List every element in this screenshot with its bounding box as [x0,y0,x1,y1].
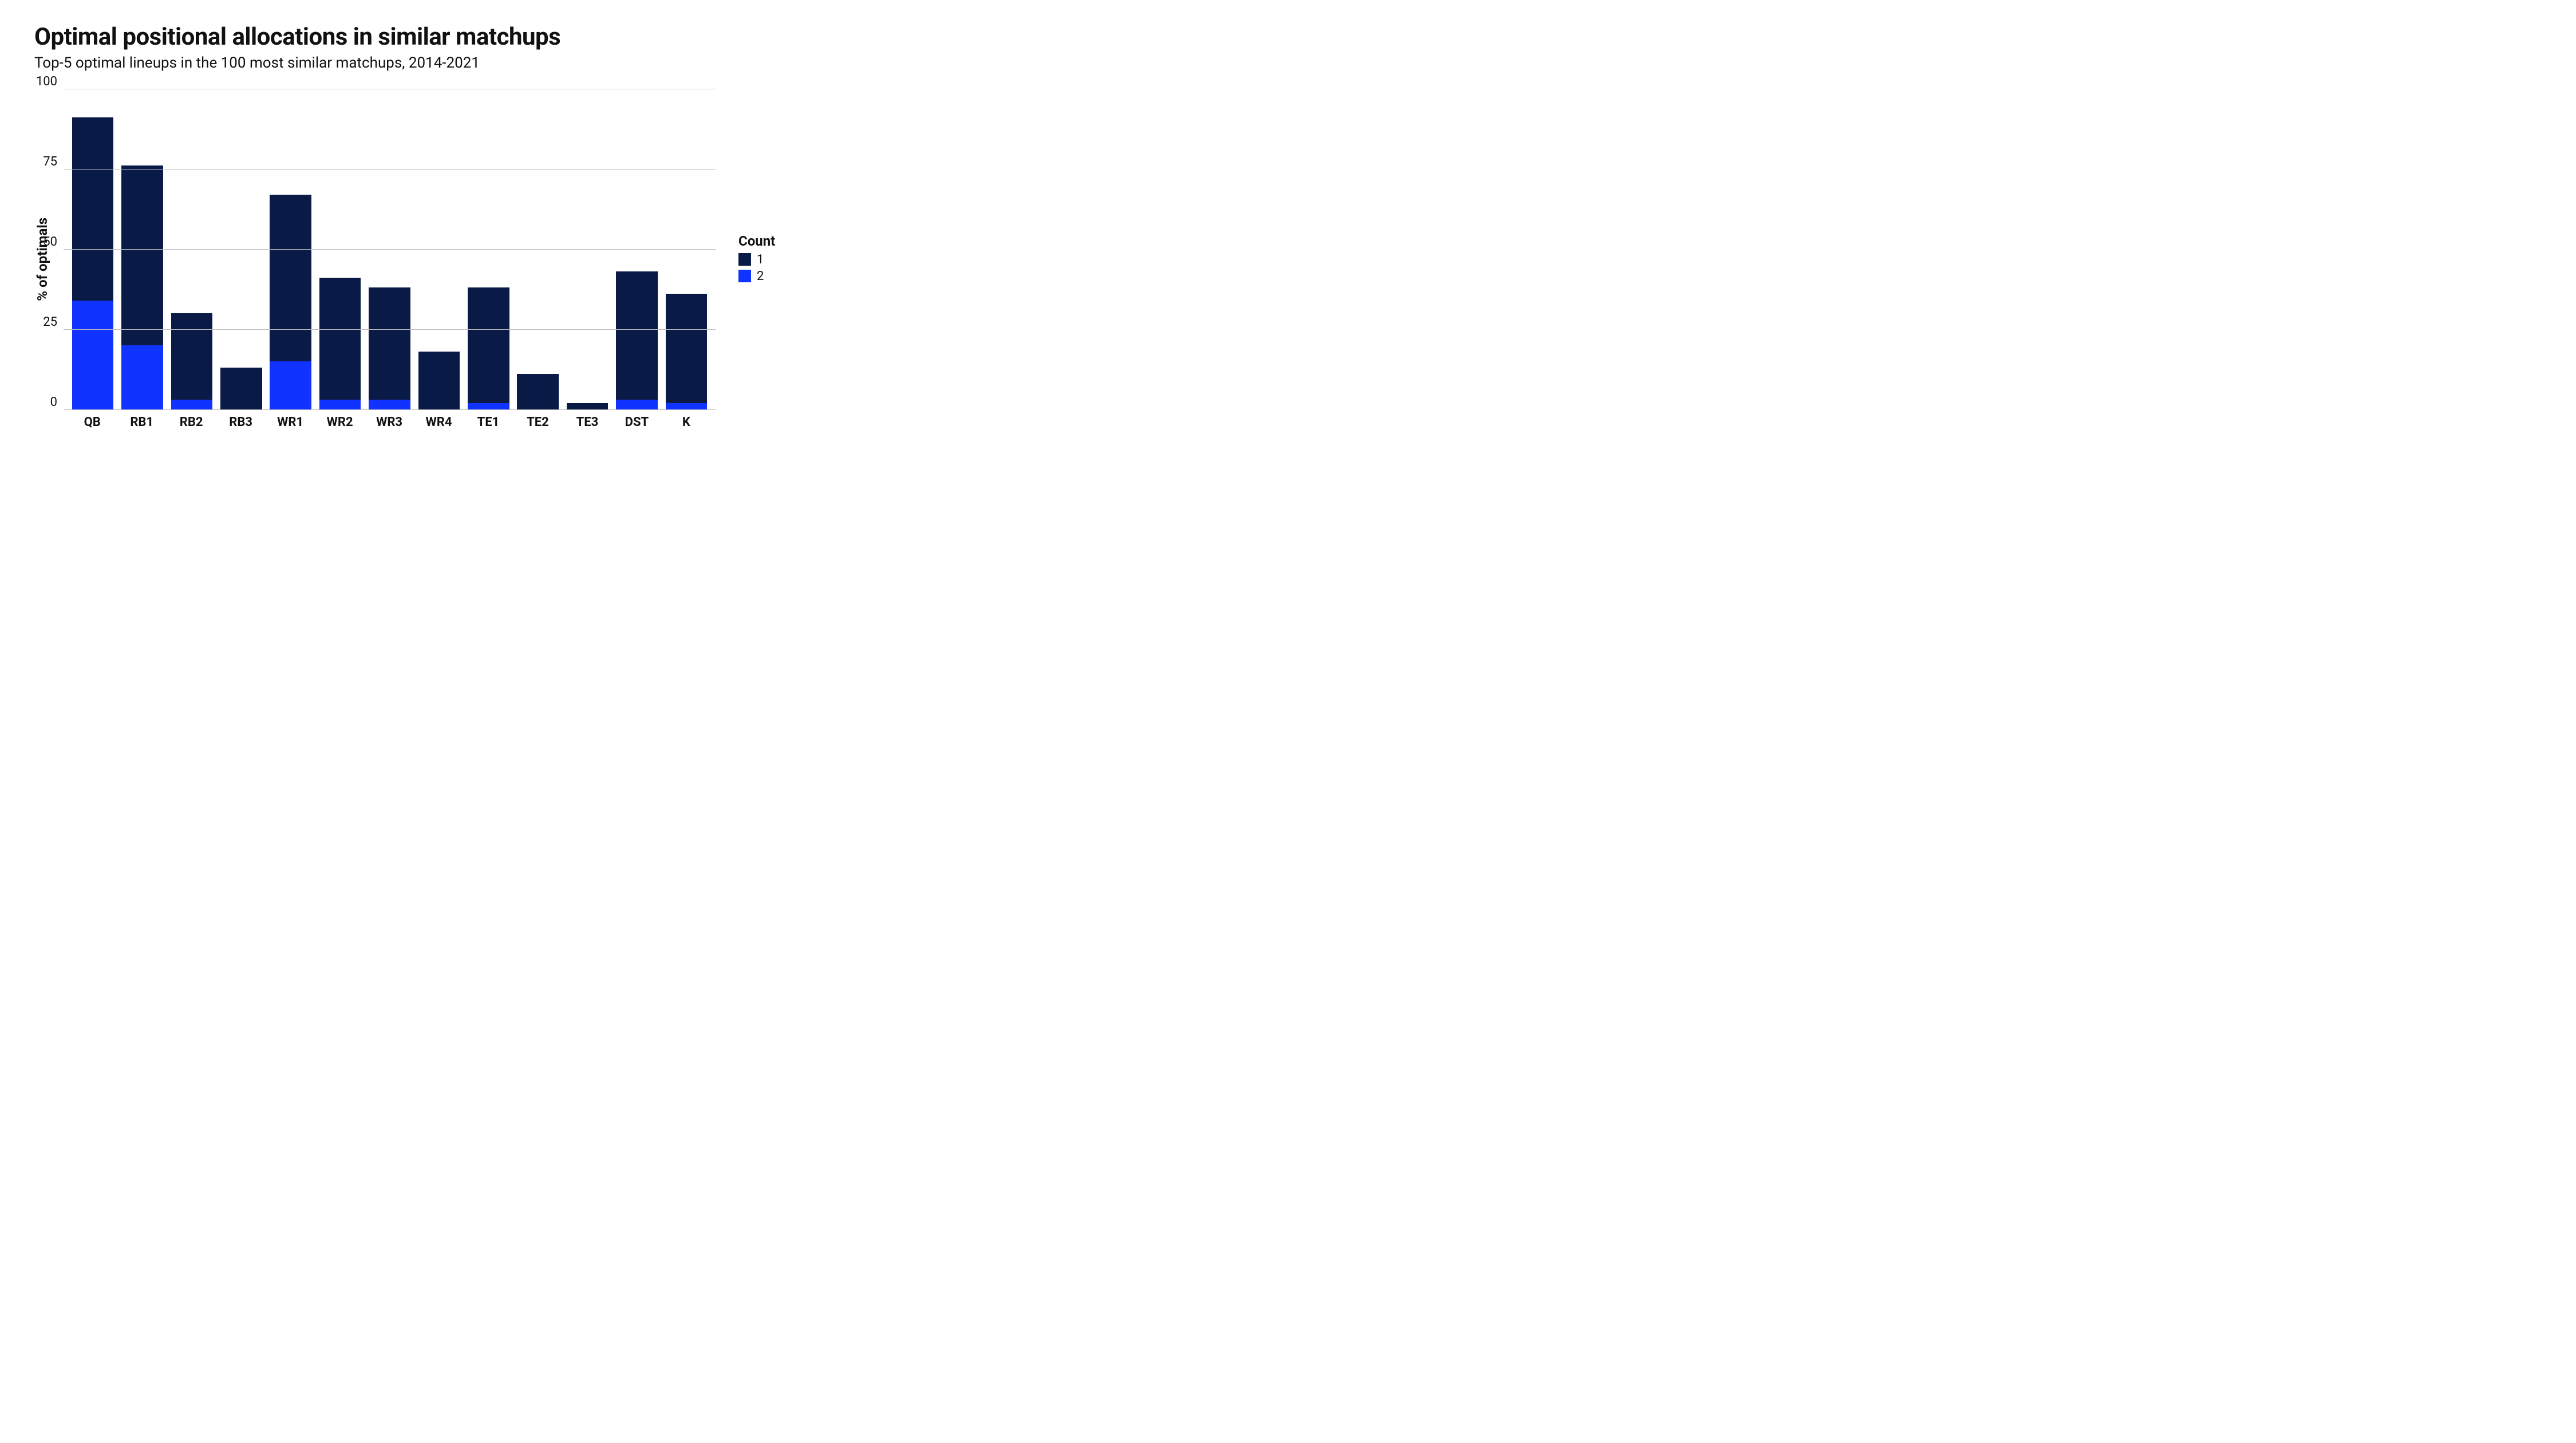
bar [418,352,460,409]
bar-segment [468,287,509,403]
xaxis-category: TE2 [513,415,562,429]
plot-grid [63,89,716,409]
yaxis-label: % of optimals [34,218,50,301]
xaxis-category: QB [68,415,117,429]
xaxis-category: RB1 [117,415,166,429]
bar-segment [171,313,213,400]
gridline [64,329,716,330]
xaxis-category: WR2 [315,415,364,429]
bar-segment [319,400,361,409]
legend-items: 12 [738,253,775,283]
legend-swatch [738,270,751,282]
legend-label: 2 [757,269,764,283]
bar [369,287,410,409]
bar [319,278,361,409]
bar [270,195,311,409]
bar [616,271,658,409]
bar [121,165,163,409]
xaxis-category: RB3 [216,415,265,429]
xaxis-category: WR4 [414,415,463,429]
bar-segment [468,403,509,409]
bar-segment [567,403,609,409]
chart-title: Optimal positional allocations in simila… [34,23,2542,51]
legend-title: Count [738,233,775,249]
xaxis: QBRB1RB2RB3WR1WR2WR3WR4TE1TE2TE3DSTK [63,409,716,429]
bar-segment [616,400,658,409]
legend-item: 2 [738,269,775,283]
bar-segment [270,195,311,361]
bar [517,374,559,409]
bar [468,287,509,409]
yaxis-ticks: 1007550250 [57,89,63,409]
bar-segment [220,368,262,409]
bar-segment [666,294,708,403]
legend-item: 1 [738,253,775,267]
bar-segment [319,278,361,400]
bar-segment [72,117,114,300]
bar [72,117,114,409]
bar-segment [270,361,311,409]
yaxis-label-wrap: % of optimals [34,218,50,301]
legend-swatch [738,253,751,266]
xaxis-category: WR3 [365,415,414,429]
bar [567,403,609,409]
plot-column: 1007550250 QBRB1RB2RB3WR1WR2WR3WR4TE1TE2… [57,89,716,429]
xaxis-category: RB2 [167,415,216,429]
xaxis-category: TE1 [464,415,513,429]
bar-segment [517,374,559,409]
bar-segment [616,271,658,400]
gridline [64,249,716,250]
bar-segment [418,352,460,409]
ytick-spacer [57,409,63,429]
gridline [64,409,716,410]
plot-area: 1007550250 [57,89,716,409]
chart-subtitle: Top-5 optimal lineups in the 100 most si… [34,54,2542,72]
bar [220,368,262,409]
xaxis-category: TE3 [563,415,612,429]
xaxis-category: K [662,415,711,429]
bar-segment [369,287,410,400]
bar-segment [171,400,213,409]
bar-segment [72,301,114,409]
bar-segment [121,165,163,345]
legend-label: 1 [757,253,764,267]
xaxis-category: WR1 [266,415,315,429]
xaxis-category: DST [612,415,661,429]
bar-segment [666,403,708,409]
bar [666,294,708,409]
legend: Count 12 [738,233,775,286]
bar-segment [121,345,163,409]
chart-row: % of optimals 1007550250 QBRB1RB2RB3WR1W… [34,89,2542,429]
bar [171,313,213,409]
bar-segment [369,400,410,409]
